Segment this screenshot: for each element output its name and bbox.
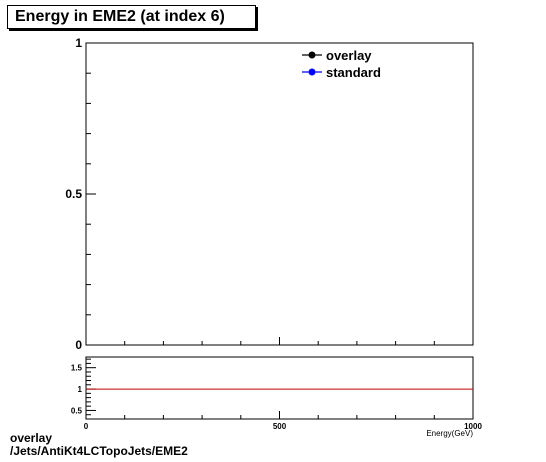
y-tick-label: 0 [75, 338, 82, 352]
ratio-y-tick-label: 0.5 [71, 406, 83, 415]
footer: overlay /Jets/AntiKt4LCTopoJets/EME2 [10, 432, 188, 458]
legend: overlay standard [302, 48, 381, 80]
y-tick-label: 0.5 [65, 187, 82, 201]
ratio-x-tick-label: 1000 [464, 422, 482, 431]
ratio-y-axis: 0.5 1 1.5 [71, 358, 96, 415]
main-y-axis: 00.51 [65, 36, 96, 352]
footer-line-2: /Jets/AntiKt4LCTopoJets/EME2 [10, 444, 188, 458]
ratio-y-tick-label: 1.5 [71, 364, 83, 373]
ratio-x-axis: 0 500 1000 [84, 411, 482, 431]
main-plot-frame [85, 42, 474, 346]
legend-marker [308, 68, 316, 76]
legend-label: standard [326, 65, 381, 80]
footer-line-1: overlay [10, 431, 53, 445]
legend-label: overlay [326, 48, 372, 63]
ratio-x-tick-label: 0 [84, 422, 89, 431]
main-x-axis [85, 337, 474, 345]
x-axis-label: Energy(GeV) [426, 429, 473, 438]
ratio-y-tick-label: 1 [78, 385, 83, 394]
legend-marker [308, 51, 316, 59]
ratio-plot-frame [85, 356, 474, 420]
chart-title-box: Energy in EME2 (at index 6) [7, 5, 256, 29]
y-tick-label: 1 [75, 36, 82, 50]
ratio-x-tick-label: 500 [273, 422, 287, 431]
chart-title: Energy in EME2 (at index 6) [15, 8, 225, 25]
